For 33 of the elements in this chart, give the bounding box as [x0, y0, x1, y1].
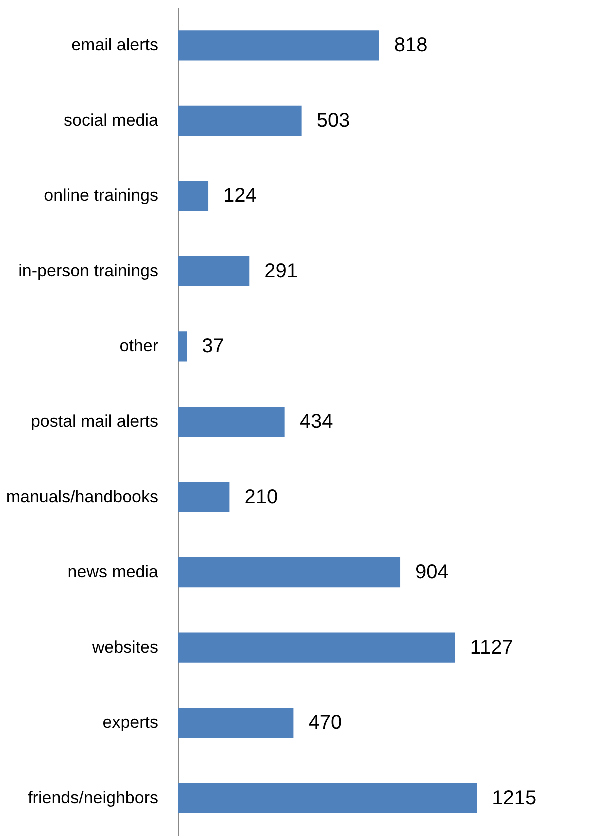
data-label: 470	[308, 712, 342, 734]
data-label: 1127	[470, 636, 514, 659]
data-label: 37	[202, 336, 224, 358]
y-tick-label: social media	[64, 110, 160, 130]
bar	[178, 256, 250, 287]
y-tick-label: other	[120, 336, 159, 356]
bar	[178, 783, 478, 814]
bar	[178, 30, 380, 61]
y-tick-label: manuals/handbooks	[6, 487, 158, 506]
y-tick-label: experts	[102, 713, 158, 732]
bar	[178, 482, 230, 512]
bar	[178, 557, 401, 588]
data-label: 904	[416, 562, 449, 584]
y-tick-label: websites	[91, 638, 158, 657]
y-tick-label: online trainings	[44, 186, 158, 206]
y-tick-label: postal mail alerts	[30, 412, 158, 431]
data-label: 291	[264, 260, 298, 282]
bar	[178, 708, 294, 738]
y-tick-label: news media	[68, 562, 160, 582]
bar	[178, 406, 285, 438]
data-label: 503	[316, 110, 350, 132]
data-label: 210	[244, 486, 278, 508]
bar	[178, 632, 456, 663]
bar	[178, 181, 209, 212]
bar	[178, 332, 188, 362]
data-label: 1215	[492, 787, 537, 810]
data-label: 434	[300, 411, 334, 433]
data-label: 818	[394, 34, 428, 57]
y-tick-label: email alerts	[72, 36, 158, 55]
data-label: 124	[224, 185, 257, 208]
y-tick-label: friends/neighbors	[28, 788, 158, 808]
bar	[178, 106, 302, 136]
y-tick-label: in-person trainings	[18, 261, 158, 280]
